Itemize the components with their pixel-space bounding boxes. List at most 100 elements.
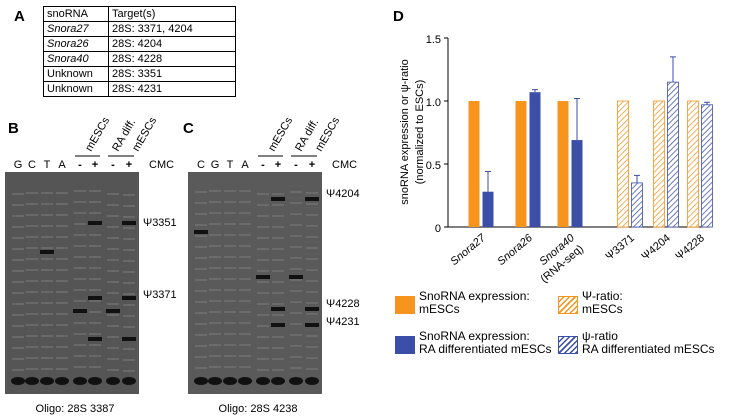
band xyxy=(12,303,24,305)
y-tick-label: 1.0 xyxy=(426,97,441,109)
band xyxy=(25,377,39,385)
band xyxy=(195,290,207,292)
band xyxy=(238,377,252,385)
x-tick-label: Snora27 xyxy=(448,232,488,268)
band xyxy=(290,356,302,358)
band xyxy=(123,205,135,207)
band xyxy=(123,326,135,328)
band xyxy=(89,289,101,291)
target-table: snoRNA Target(s) Snora27 28S: 3371, 4204 S… xyxy=(43,6,236,97)
band xyxy=(74,289,86,291)
bar xyxy=(701,104,713,228)
band xyxy=(239,234,251,236)
band xyxy=(26,236,38,238)
band xyxy=(41,280,53,282)
cell: 28S: 3351 xyxy=(108,66,236,82)
band xyxy=(290,290,302,292)
header-cell: Target(s) xyxy=(108,6,236,22)
band xyxy=(107,226,119,228)
band xyxy=(239,267,251,269)
band xyxy=(272,358,284,360)
legend-swatch xyxy=(558,296,578,314)
band xyxy=(195,301,207,303)
gel-caption: Oligo: 28S 4238 xyxy=(219,403,298,415)
band xyxy=(107,292,119,294)
band xyxy=(224,289,236,291)
band xyxy=(123,249,135,251)
band xyxy=(290,279,302,281)
band xyxy=(209,344,221,346)
band xyxy=(195,345,207,347)
band xyxy=(272,237,284,239)
band xyxy=(107,237,119,239)
band xyxy=(12,369,24,371)
band xyxy=(257,215,269,217)
band xyxy=(88,377,102,385)
band xyxy=(306,192,318,194)
band xyxy=(272,314,284,316)
x-tick-label: Snora26 xyxy=(495,232,535,268)
band xyxy=(123,216,135,218)
band xyxy=(224,201,236,203)
band xyxy=(41,368,53,370)
band xyxy=(12,314,24,316)
lane-label: A xyxy=(58,159,66,171)
band xyxy=(224,355,236,357)
band xyxy=(195,224,207,226)
bar xyxy=(557,101,569,227)
band xyxy=(209,245,221,247)
band xyxy=(290,334,302,336)
band xyxy=(239,366,251,368)
band xyxy=(271,377,285,385)
band xyxy=(41,192,53,194)
band xyxy=(195,202,207,204)
band xyxy=(11,377,25,385)
band xyxy=(306,280,318,282)
band xyxy=(89,311,101,313)
band xyxy=(89,344,101,346)
band xyxy=(26,192,38,194)
band xyxy=(89,300,101,302)
band xyxy=(56,313,68,315)
x-tick-label: Ψ3371 xyxy=(603,232,637,263)
band xyxy=(41,203,53,205)
band xyxy=(12,248,24,250)
band xyxy=(74,355,86,357)
y-tick-label: 0.5 xyxy=(426,160,441,172)
band xyxy=(290,213,302,215)
bar xyxy=(687,100,699,228)
band xyxy=(107,303,119,305)
x-tick-label: Ψ4228 xyxy=(673,232,707,263)
band xyxy=(12,325,24,327)
band xyxy=(89,355,101,357)
band xyxy=(74,322,86,324)
band xyxy=(209,223,221,225)
band xyxy=(107,281,119,283)
band xyxy=(209,311,221,313)
band xyxy=(209,256,221,258)
band xyxy=(272,193,284,195)
band xyxy=(224,245,236,247)
lane-label: G xyxy=(14,159,23,171)
band xyxy=(107,259,119,261)
band xyxy=(224,223,236,225)
band xyxy=(306,247,318,249)
band xyxy=(239,322,251,324)
band xyxy=(12,347,24,349)
band xyxy=(40,250,54,254)
band xyxy=(107,347,119,349)
band xyxy=(88,296,102,300)
band xyxy=(123,194,135,196)
band xyxy=(239,245,251,247)
band xyxy=(224,256,236,258)
band xyxy=(195,323,207,325)
y-axis-title-line: snoRNA expression or ψ-ratio xyxy=(399,59,411,204)
bar xyxy=(631,182,643,228)
band xyxy=(239,201,251,203)
error-bar xyxy=(485,171,491,192)
band xyxy=(41,313,53,315)
band xyxy=(123,359,135,361)
band xyxy=(272,248,284,250)
